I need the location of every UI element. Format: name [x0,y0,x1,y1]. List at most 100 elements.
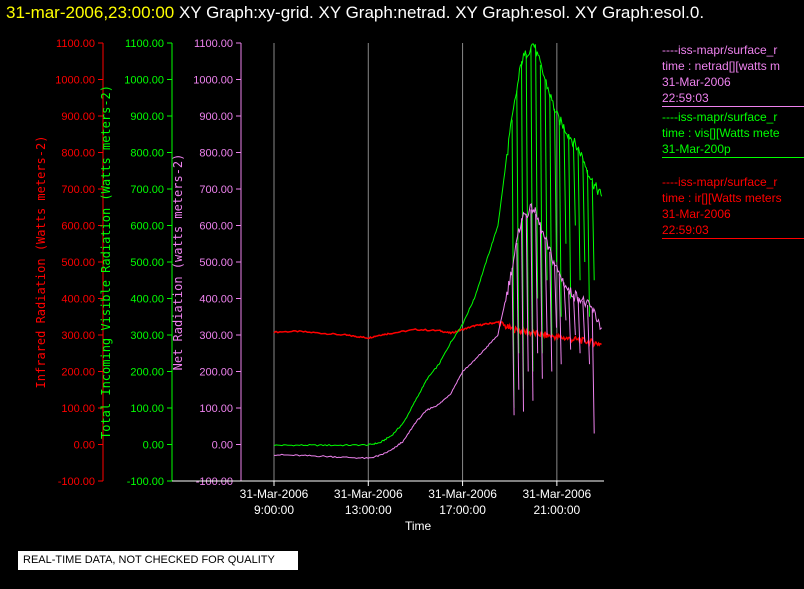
net-spike [525,213,529,372]
net-spike [554,263,557,328]
vis-spike [582,158,586,263]
net-spike [577,297,581,354]
net-spike [549,251,553,372]
net-axis-label: Net Radiation (watts meters-2) [171,154,185,371]
legend-line: 31-Mar-200p [662,142,731,156]
net-spike [591,309,595,434]
legend-line: ----iss-mapr/surface_r [662,175,778,189]
title-graph-list: XY Graph:xy-grid. XY Graph:netrad. XY Gr… [178,3,705,22]
vis-tick-label: 200.00 [130,367,164,379]
legend-line: time : vis[][Watts mete [662,126,780,140]
vis-spike [516,90,520,354]
vis-spike [544,79,548,281]
vis-tick-label: 100.00 [130,403,164,415]
legend-line: 22:59:03 [662,223,709,237]
ir-tick-label: 600.00 [61,221,95,233]
vis-tick-label: 1000.00 [124,75,164,87]
net-spike [516,243,520,390]
x-axis-label: Time [405,519,432,533]
vis-tick-label: 700.00 [130,184,164,196]
net-spike [539,226,543,379]
net-spike [511,267,515,416]
net-spike [587,305,590,365]
vis-tick-label: 400.00 [130,294,164,306]
ir-tick-label: -100.00 [58,476,95,488]
net-spike [530,209,534,401]
net-tick-label: 300.00 [199,330,233,342]
net-spike [572,294,576,336]
legend-line: time : ir[][Watts meters [662,191,782,205]
net-tick-label: 700.00 [199,184,233,196]
net-tick-label: 900.00 [199,111,233,123]
net-spike [563,282,567,321]
net-spike [558,273,562,365]
net-tick-label: 400.00 [199,294,233,306]
legend-line: ----iss-mapr/surface_r [662,110,778,124]
net-spike [582,300,586,343]
ir-tick-label: 900.00 [61,111,95,123]
legend-line: 31-Mar-2006 [662,207,731,221]
x-tick-label: 21:00:00 [533,503,580,517]
net-tick-label: 100.00 [199,403,233,415]
quality-warning-banner: REAL-TIME DATA, NOT CHECKED FOR QUALITY [18,551,298,570]
ir-tick-label: 1100.00 [56,38,95,50]
title-timestamp: 31-mar-2006,23:00:00 [6,3,175,22]
net-tick-label: 0.00 [212,440,233,452]
vis-tick-label: 0.00 [143,440,164,452]
ir-tick-label: 200.00 [61,367,95,379]
vis-axis-label: Total Incoming Visible Radiation (Watts … [99,85,113,439]
vis-series-line [273,43,603,447]
net-tick-label: 200.00 [199,367,233,379]
chart-title: 31-mar-2006,23:00:00 XY Graph:xy-grid. X… [6,3,704,23]
x-tick-label: 9:00:00 [254,503,294,517]
net-tick-label: 800.00 [199,148,233,160]
ir-tick-label: 1000.00 [55,75,95,87]
net-spike [568,291,572,350]
ir-tick-label: 700.00 [61,184,95,196]
vis-spike [525,53,529,336]
ir-tick-label: 300.00 [61,330,95,342]
net-tick-label: 500.00 [199,257,233,269]
net-tick-label: 1100.00 [194,38,233,50]
vis-spike [591,181,595,281]
legend-line: 31-Mar-2006 [662,75,731,89]
x-tick-label: 31-Mar-2006 [334,487,403,501]
vis-tick-label: 1100.00 [125,38,164,50]
ir-series-line [273,320,602,348]
vis-tick-label: 500.00 [130,257,164,269]
vis-spike [554,108,557,263]
vis-tick-label: 300.00 [130,330,164,342]
vis-tick-label: 600.00 [130,221,164,233]
net-series-line [274,202,602,460]
legend-line: 22:59:03 [662,91,709,105]
ir-tick-label: 0.00 [74,440,95,452]
ir-tick-label: 800.00 [61,148,95,160]
x-tick-label: 13:00:00 [345,503,392,517]
legend-line: ----iss-mapr/surface_r [662,43,778,57]
net-tick-label: 600.00 [199,221,233,233]
legend-line: time : netrad[][watts m [662,59,781,73]
net-tick-label: 1000.00 [193,75,233,87]
net-tick-label: -100.00 [196,476,233,488]
vis-spike [549,94,553,336]
vis-spike [577,148,581,281]
net-spike [535,213,539,354]
net-spike [521,218,524,412]
vis-spike [563,126,567,244]
vis-tick-label: 800.00 [130,148,164,160]
vis-spike [572,141,576,226]
vis-spike [587,170,590,317]
vis-tick-label: -100.00 [127,476,164,488]
ir-tick-label: 100.00 [61,403,95,415]
vis-spike [558,119,562,317]
vis-spike [539,64,543,354]
x-tick-label: 31-Mar-2006 [240,487,309,501]
ir-axis-label: Infrared Radiation (Watts meters-2) [34,136,48,389]
ir-tick-label: 500.00 [61,257,95,269]
x-tick-label: 17:00:00 [439,503,486,517]
